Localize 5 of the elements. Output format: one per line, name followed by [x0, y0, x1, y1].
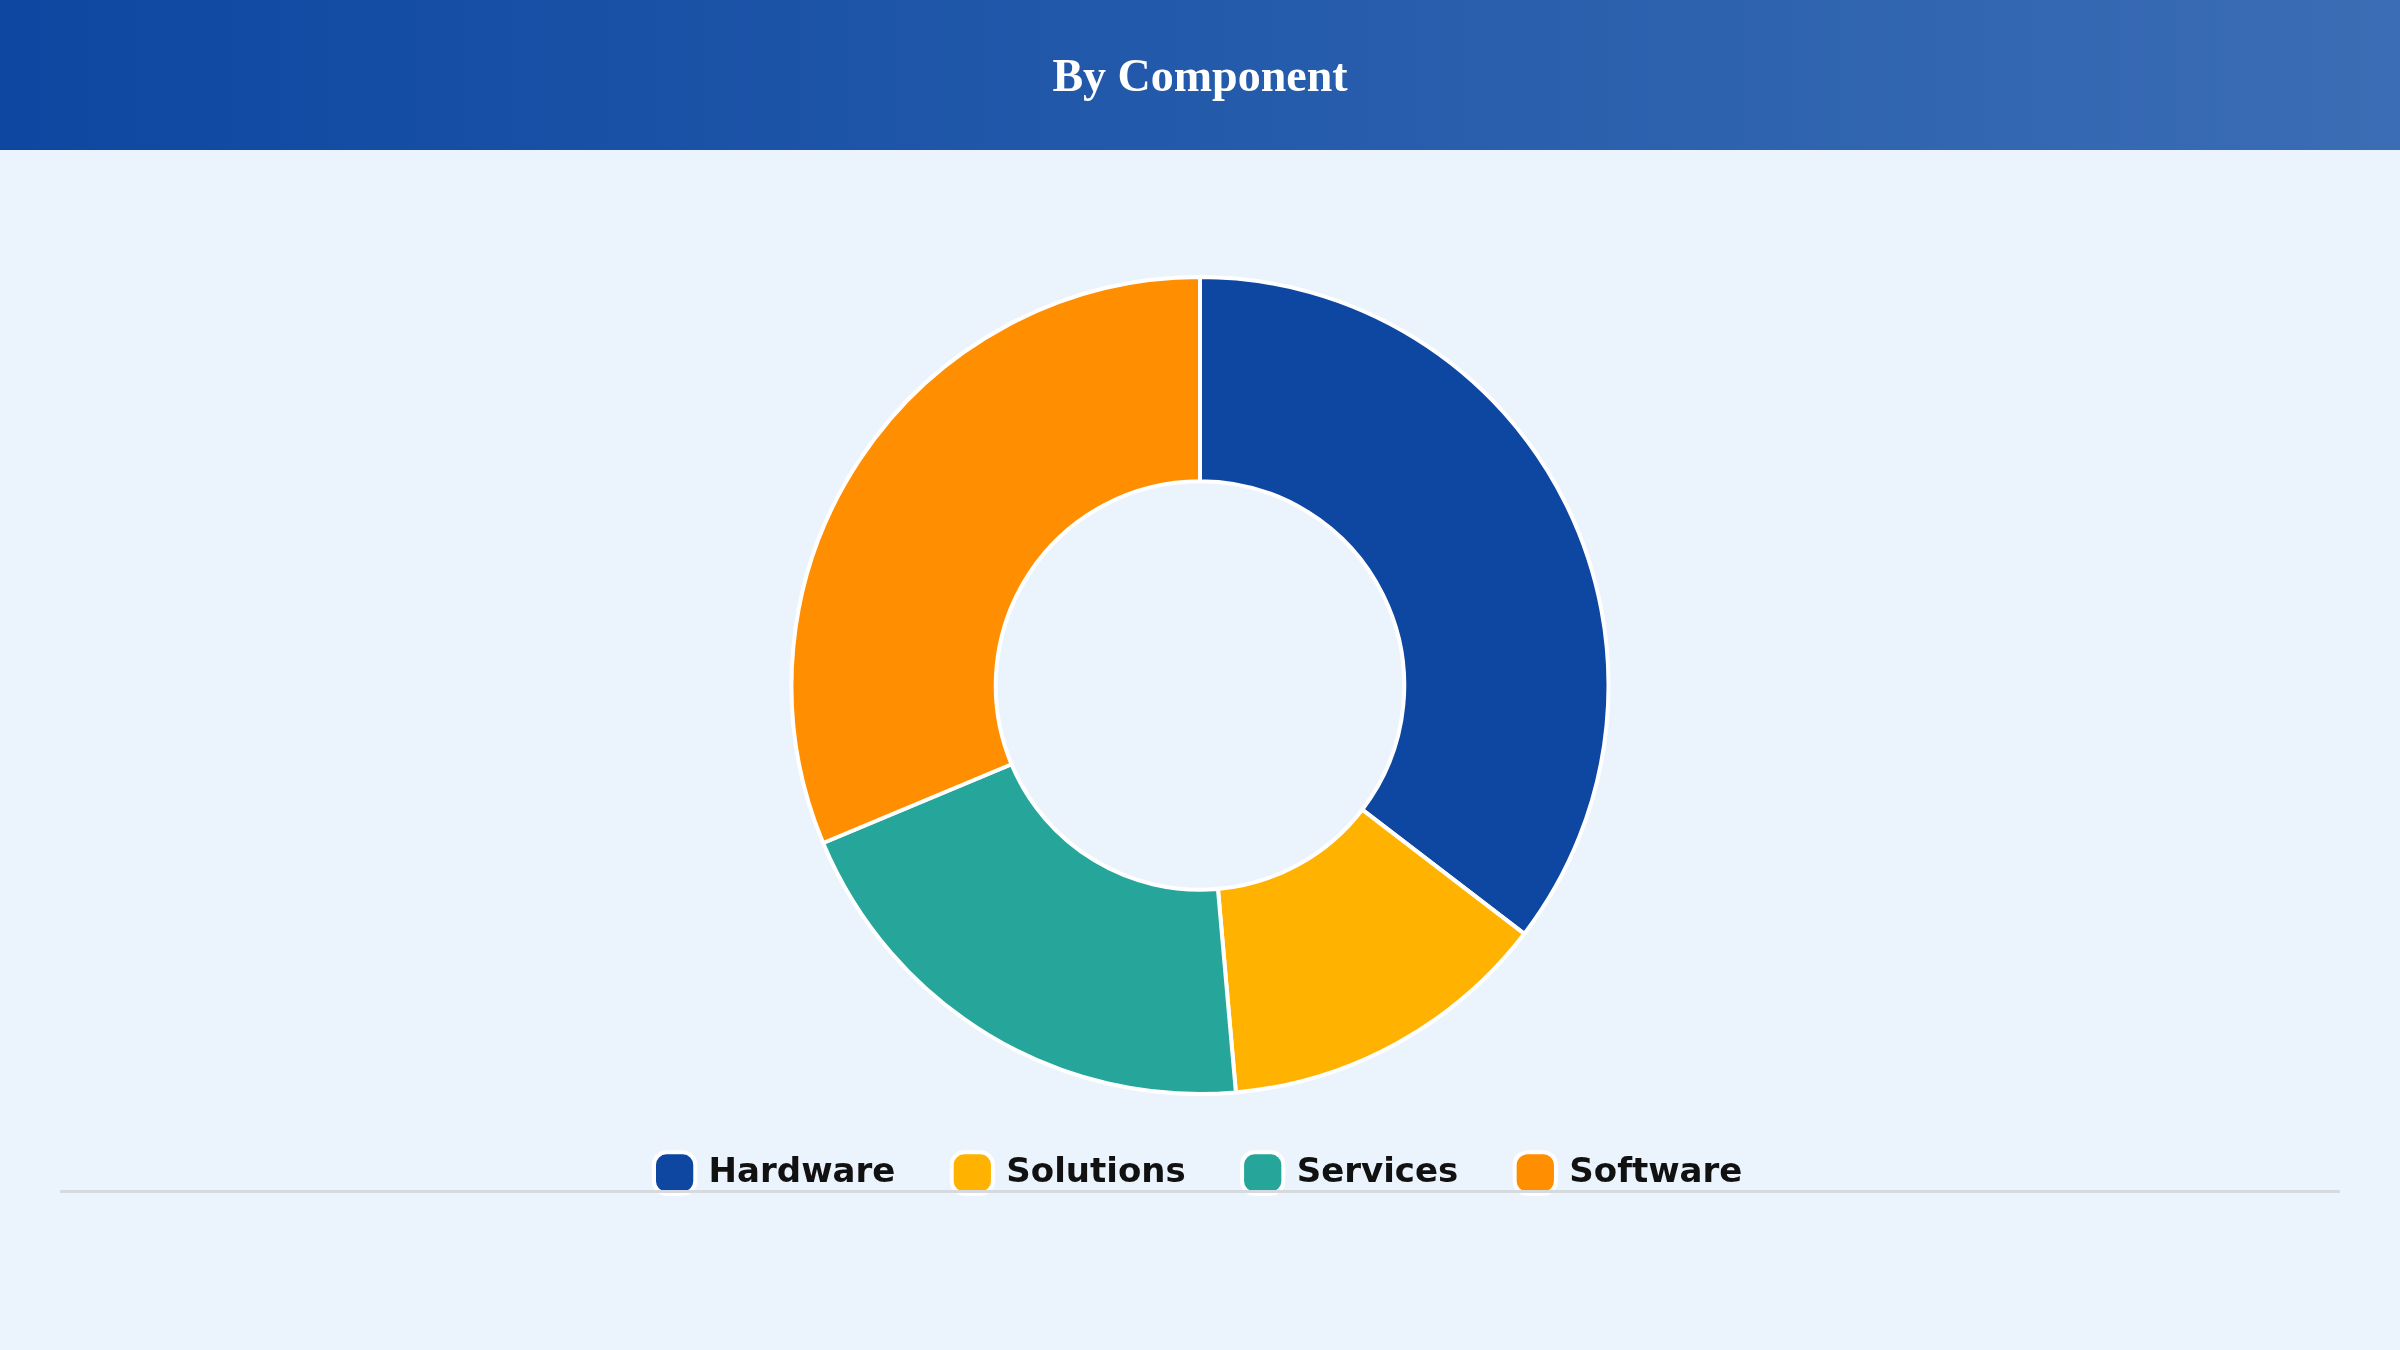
legend-label: Hardware — [708, 1149, 896, 1190]
chart-title: By Component — [1052, 48, 1348, 102]
legend-label: Solutions — [1006, 1149, 1186, 1190]
legend-label: Software — [1569, 1149, 1743, 1190]
legend-label: Services — [1296, 1149, 1459, 1190]
